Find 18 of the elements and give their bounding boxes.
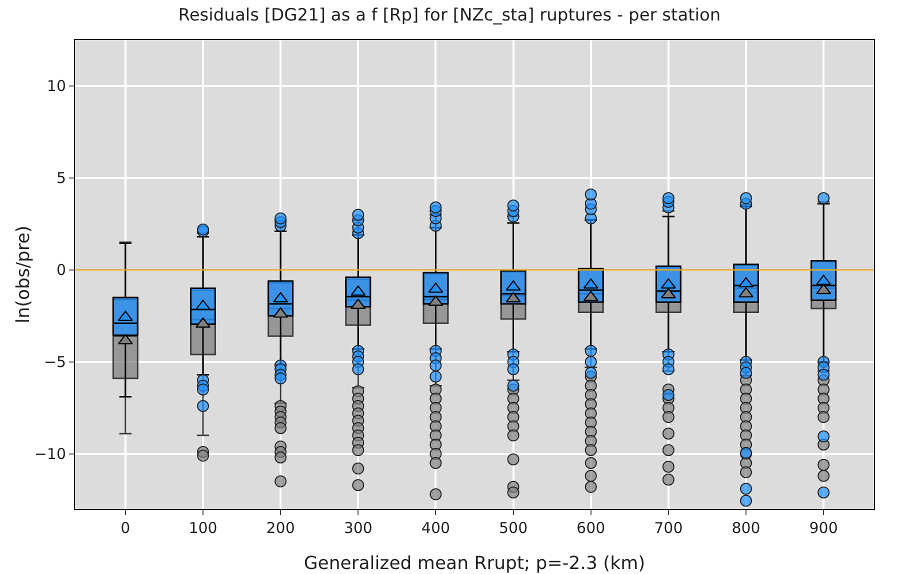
x-tick-label: 100 [188,519,218,537]
x-tick-label: 600 [576,519,606,537]
y-tick-label: 0 [56,261,66,280]
y-tick-label: 5 [56,169,66,188]
y-tick-label: −5 [44,353,66,372]
x-tick-label: 500 [498,519,528,537]
chart-title: Residuals [DG21] as a f [Rp] for [NZc_sta] ruptures - per station [178,6,721,26]
x-tick-label: 200 [266,519,295,537]
x-tick-label: 900 [809,519,838,537]
x-tick-label: 300 [344,519,372,537]
y-tick-label: −10 [34,445,66,464]
x-tick-label: 800 [732,519,760,537]
x-axis-title: Generalized mean Rrupt; p=-2.3 (km) [304,553,646,574]
y-axis-title: ln(obs/pre) [13,226,34,324]
x-tick-label: 700 [654,519,683,537]
x-tick-label: 0 [120,519,130,537]
x-tick-label: 400 [421,519,450,537]
y-tick-label: 10 [46,77,66,96]
